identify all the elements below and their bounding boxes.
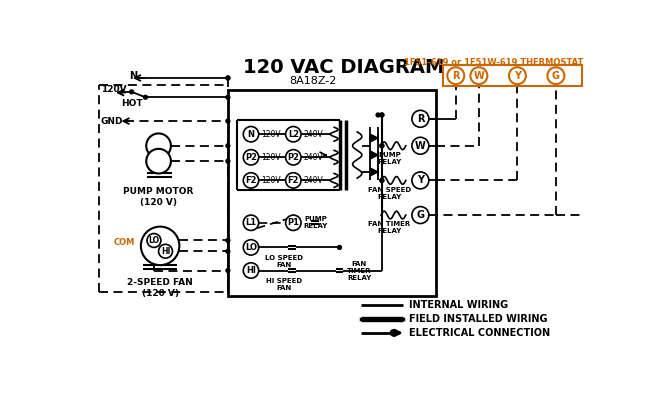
Circle shape <box>376 113 380 117</box>
Circle shape <box>243 240 259 255</box>
Text: 120V: 120V <box>261 130 281 139</box>
Text: 120V: 120V <box>261 153 281 162</box>
Bar <box>237 120 324 190</box>
Circle shape <box>412 207 429 223</box>
Circle shape <box>146 133 171 158</box>
Circle shape <box>412 172 429 189</box>
Circle shape <box>226 144 230 147</box>
Circle shape <box>412 110 429 127</box>
Text: L1: L1 <box>245 218 257 227</box>
Text: P2: P2 <box>245 153 257 162</box>
Text: 2-SPEED FAN
(120 V): 2-SPEED FAN (120 V) <box>127 278 193 297</box>
Text: Y: Y <box>417 176 424 186</box>
Text: L2: L2 <box>287 130 299 139</box>
Bar <box>444 65 582 86</box>
Text: 1F51-619 or 1F51W-619 THERMOSTAT: 1F51-619 or 1F51W-619 THERMOSTAT <box>404 58 583 67</box>
Text: 120V: 120V <box>261 176 281 185</box>
Circle shape <box>547 67 564 84</box>
Circle shape <box>380 178 384 182</box>
Circle shape <box>226 76 230 80</box>
Text: HOT: HOT <box>122 99 143 108</box>
Circle shape <box>243 150 259 165</box>
Text: G: G <box>552 71 560 81</box>
Circle shape <box>380 113 384 117</box>
Text: PUMP
RELAY: PUMP RELAY <box>377 152 402 165</box>
Circle shape <box>226 159 230 163</box>
Text: N: N <box>247 130 255 139</box>
Circle shape <box>509 67 526 84</box>
Text: LO: LO <box>245 243 257 252</box>
Text: W: W <box>474 71 484 81</box>
Text: 8A18Z-2: 8A18Z-2 <box>289 77 336 86</box>
Circle shape <box>146 149 171 173</box>
Text: HI SPEED
FAN: HI SPEED FAN <box>266 278 302 291</box>
Circle shape <box>412 137 429 154</box>
Text: 120V: 120V <box>100 85 127 94</box>
Text: FIELD INSTALLED WIRING: FIELD INSTALLED WIRING <box>409 314 547 324</box>
Text: HI: HI <box>161 247 170 256</box>
Text: 120 VAC DIAGRAM: 120 VAC DIAGRAM <box>243 58 444 77</box>
Circle shape <box>226 249 230 253</box>
Circle shape <box>226 76 230 80</box>
Circle shape <box>226 269 230 272</box>
Text: 240V: 240V <box>304 130 323 139</box>
Text: R: R <box>452 71 460 81</box>
Bar <box>228 90 436 296</box>
Circle shape <box>226 119 230 123</box>
Text: FAN
TIMER
RELAY: FAN TIMER RELAY <box>347 261 372 280</box>
Circle shape <box>243 173 259 188</box>
Text: GND: GND <box>100 116 123 126</box>
Circle shape <box>380 113 384 117</box>
Text: LO: LO <box>148 236 159 245</box>
Circle shape <box>147 233 161 247</box>
Text: 240V: 240V <box>304 153 323 162</box>
Circle shape <box>159 244 172 258</box>
Polygon shape <box>371 168 378 176</box>
Text: FAN TIMER
RELAY: FAN TIMER RELAY <box>369 221 411 234</box>
Text: F2: F2 <box>287 176 299 185</box>
Text: INTERNAL WIRING: INTERNAL WIRING <box>409 300 508 310</box>
Text: COM: COM <box>114 238 135 247</box>
Text: PUMP
RELAY: PUMP RELAY <box>304 216 328 229</box>
Text: W: W <box>415 141 425 151</box>
Text: FAN SPEED
RELAY: FAN SPEED RELAY <box>368 186 411 199</box>
Text: G: G <box>416 210 424 220</box>
Circle shape <box>143 96 147 99</box>
Circle shape <box>243 263 259 278</box>
Text: N: N <box>129 72 137 81</box>
Circle shape <box>285 215 301 230</box>
Circle shape <box>285 150 301 165</box>
Text: ELECTRICAL CONNECTION: ELECTRICAL CONNECTION <box>409 328 550 338</box>
Circle shape <box>391 330 397 336</box>
Circle shape <box>380 178 384 182</box>
Circle shape <box>226 96 230 99</box>
Circle shape <box>130 90 133 94</box>
Circle shape <box>448 67 464 84</box>
Text: 240V: 240V <box>304 176 323 185</box>
Text: F2: F2 <box>245 176 257 185</box>
Circle shape <box>141 227 180 265</box>
Text: P2: P2 <box>287 153 299 162</box>
Text: PUMP MOTOR
(120 V): PUMP MOTOR (120 V) <box>123 187 194 207</box>
Text: Y: Y <box>514 71 521 81</box>
Circle shape <box>338 246 342 249</box>
Text: R: R <box>417 114 424 124</box>
Polygon shape <box>371 151 378 159</box>
Text: HI: HI <box>246 266 256 275</box>
Circle shape <box>226 238 230 243</box>
Text: P1: P1 <box>287 218 299 227</box>
Circle shape <box>285 173 301 188</box>
Text: LO SPEED
FAN: LO SPEED FAN <box>265 255 303 268</box>
Circle shape <box>380 144 384 147</box>
Circle shape <box>470 67 487 84</box>
Polygon shape <box>371 134 378 142</box>
Circle shape <box>380 144 384 147</box>
Circle shape <box>243 215 259 230</box>
Circle shape <box>285 127 301 142</box>
Circle shape <box>243 127 259 142</box>
